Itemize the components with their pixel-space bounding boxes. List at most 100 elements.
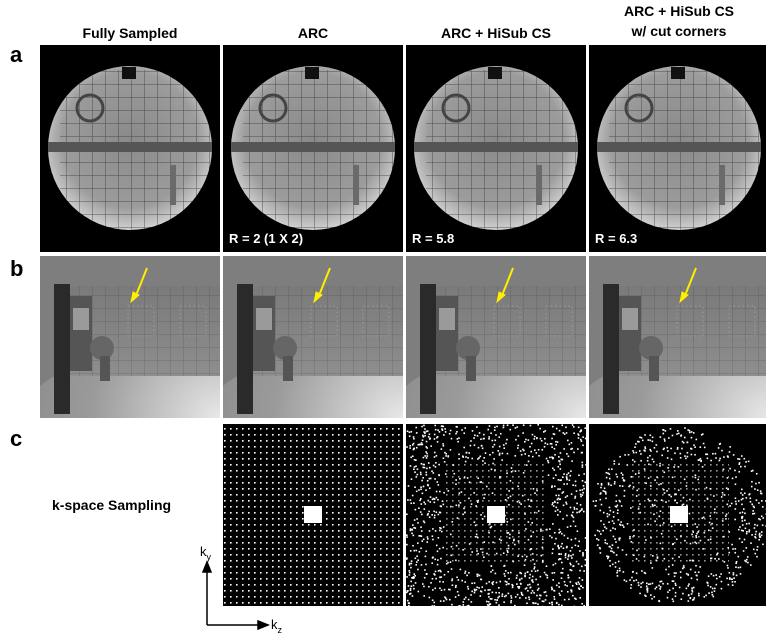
sample [434,515,436,517]
sample [646,585,648,587]
sample [529,574,531,576]
sample [743,508,745,510]
sample [516,577,518,579]
sample [552,458,554,460]
sample [528,455,530,457]
sample [581,603,583,605]
sample [684,437,686,439]
sample [607,516,609,518]
sample [638,584,640,586]
sample [564,433,566,435]
sample [552,579,554,581]
sample [750,564,752,566]
sample [429,516,431,518]
sample [615,541,617,543]
sample [576,583,578,585]
sample [435,571,437,573]
sample [557,502,559,504]
sample [431,514,433,516]
sample [549,528,551,530]
sample [417,542,419,544]
sample [420,486,422,488]
sample [409,431,411,433]
sample [559,511,561,513]
sample [533,438,535,440]
sample [436,491,438,493]
sample [583,605,585,607]
sample [740,492,742,494]
sample [414,486,416,488]
sample [424,428,426,430]
sample [573,606,575,608]
sample [582,492,584,494]
sample [424,577,426,579]
sample [526,587,528,589]
sample [502,593,504,595]
sample [432,528,434,530]
sample [694,446,696,448]
sample [413,585,415,587]
sample [419,500,421,502]
sample [481,445,483,447]
sample [688,594,690,596]
sample [457,591,459,593]
sample [514,455,516,457]
sample [409,574,411,576]
sample [512,587,514,589]
sample [526,602,528,604]
sample [575,496,577,498]
sample [566,483,568,485]
sample [504,573,506,575]
sample [573,521,575,523]
sample [753,549,755,551]
sample [431,605,433,607]
sample [407,590,409,592]
sample [442,547,444,549]
sample [567,440,569,442]
sample [687,574,689,576]
sample [615,506,617,508]
sample [576,503,578,505]
sample [422,439,424,441]
sample [468,572,470,574]
sample [576,490,578,492]
sample [426,453,428,455]
sample [551,587,553,589]
sample [493,458,495,460]
sample [554,486,556,488]
sample [715,574,717,576]
sample [751,481,753,483]
sample [652,437,654,439]
sample [679,453,681,455]
sample [512,585,514,587]
sample [558,495,560,497]
sample [465,461,467,463]
sample [448,589,450,591]
sample [499,454,501,456]
sample [729,505,731,507]
sample [545,599,547,601]
sample [568,599,570,601]
sample [749,529,751,531]
sample [642,582,644,584]
sample [748,531,750,533]
sample [414,466,416,468]
sample [425,556,427,558]
sample [559,480,561,482]
sample [413,573,415,575]
sample [570,555,572,557]
sample [644,595,646,597]
sample [417,559,419,561]
sample [423,425,425,427]
sample [486,601,488,603]
sample [551,602,553,604]
sample [663,429,665,431]
sample [612,551,614,553]
sample [489,603,491,605]
sample [582,444,584,446]
sample [622,525,624,527]
sample [494,427,496,429]
sample [615,562,617,564]
sample [551,504,553,506]
sample [742,494,744,496]
